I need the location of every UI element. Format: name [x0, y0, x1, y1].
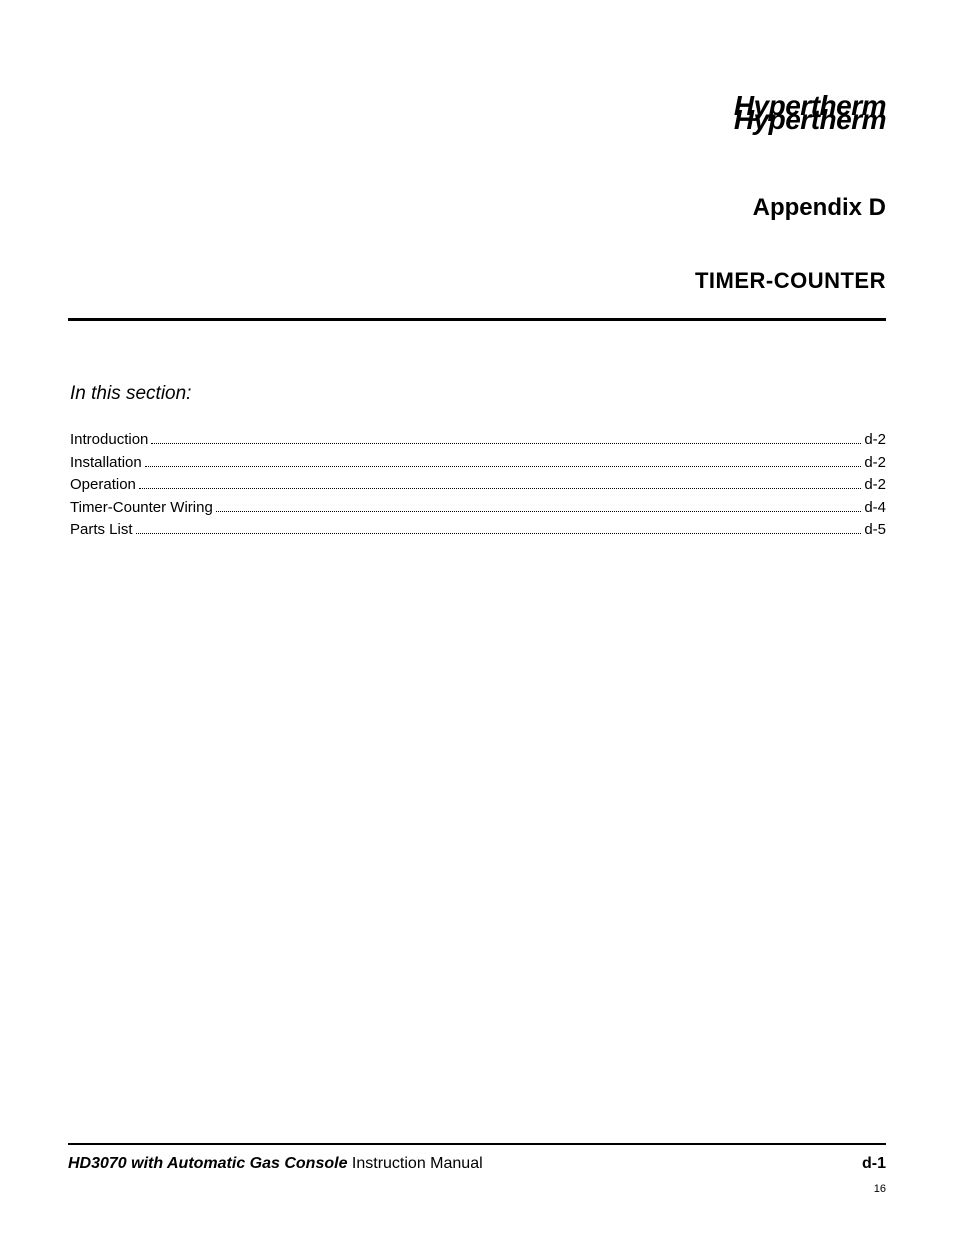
toc-row: Parts List d-5 [70, 519, 886, 542]
toc-leader [145, 466, 862, 467]
section-intro: In this section: [70, 383, 886, 405]
toc-page: d-5 [864, 519, 886, 542]
footer-left: HD3070 with Automatic Gas Console Instru… [68, 1155, 483, 1173]
toc-row: Installation d-2 [70, 452, 886, 475]
footer-page-label: d-1 [862, 1155, 886, 1173]
spacer [68, 542, 886, 1144]
toc-label: Parts List [70, 519, 133, 542]
page-container: Hypertherm Hypertherm Appendix D TIMER-C… [0, 0, 954, 1235]
toc-page: d-4 [864, 497, 886, 520]
sheet-number: 16 [68, 1183, 886, 1195]
title-rule [68, 318, 886, 321]
toc-page: d-2 [864, 429, 886, 452]
toc-leader [151, 443, 861, 444]
toc-row: Timer-Counter Wiring d-4 [70, 497, 886, 520]
brand-logo: Hypertherm Hypertherm [68, 90, 886, 136]
footer-rule [68, 1143, 886, 1145]
chapter-title: TIMER-COUNTER [68, 268, 886, 294]
toc-label: Operation [70, 474, 136, 497]
appendix-label: Appendix D [68, 194, 886, 222]
toc-row: Operation d-2 [70, 474, 886, 497]
logo-line-2: Hypertherm [730, 104, 886, 136]
toc-leader [216, 511, 862, 512]
toc-label: Installation [70, 452, 142, 475]
page-footer: HD3070 with Automatic Gas Console Instru… [68, 1155, 886, 1173]
footer-doc: Instruction Manual [347, 1155, 482, 1172]
toc-leader [139, 488, 861, 489]
toc-page: d-2 [864, 452, 886, 475]
footer-product: HD3070 with Automatic Gas Console [68, 1155, 347, 1172]
toc-row: Introduction d-2 [70, 429, 886, 452]
table-of-contents: Introduction d-2 Installation d-2 Operat… [70, 429, 886, 542]
toc-page: d-2 [864, 474, 886, 497]
logo-text: Hypertherm Hypertherm [734, 90, 886, 136]
toc-label: Introduction [70, 429, 148, 452]
toc-leader [136, 533, 862, 534]
toc-label: Timer-Counter Wiring [70, 497, 213, 520]
